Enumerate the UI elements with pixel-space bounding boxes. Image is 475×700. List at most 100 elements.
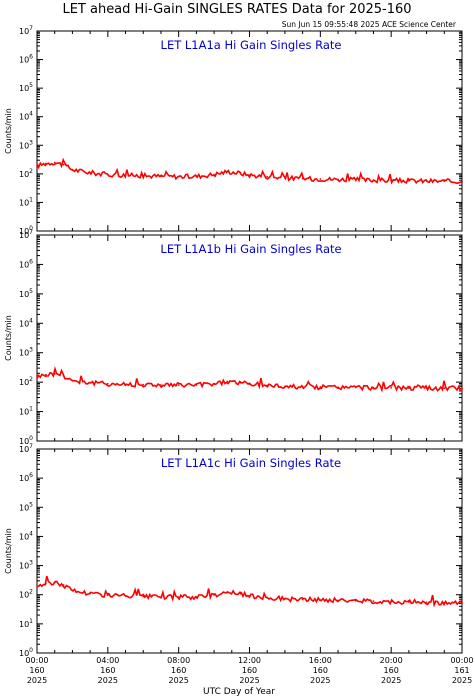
data-point	[106, 173, 109, 176]
data-point	[284, 385, 286, 388]
data-point	[239, 381, 242, 384]
x-tick-year-label: 2025	[98, 676, 118, 685]
data-point	[266, 596, 269, 599]
x-tick-time-label: 00:00	[450, 656, 473, 665]
data-point	[443, 387, 446, 390]
y-tick-label: 102	[19, 376, 33, 387]
data-point	[372, 386, 375, 389]
y-axis-label: Counts/min	[4, 315, 13, 361]
data-point	[407, 387, 410, 389]
y-tick-label: 105	[19, 82, 33, 93]
data-point	[36, 164, 38, 167]
data-point	[354, 178, 357, 181]
chart-panel-2: 100 101 102 103 104 105 106 107 Counts/min LET L1…	[4, 229, 463, 446]
x-tick-day-label: 160	[384, 666, 399, 675]
data-point	[195, 384, 198, 386]
data-point	[337, 386, 339, 389]
y-tick-label: 104	[19, 317, 33, 328]
x-tick-time-label: 20:00	[380, 656, 403, 665]
data-point	[62, 374, 65, 377]
data-point	[53, 581, 56, 584]
plot-frame	[36, 448, 463, 654]
data-point	[354, 599, 357, 602]
data-point	[425, 601, 428, 604]
data-point	[354, 386, 357, 389]
data-point	[71, 168, 74, 171]
x-tick-year-label: 2025	[381, 676, 401, 685]
data-point	[71, 379, 74, 382]
data-point	[301, 177, 304, 180]
x-tick-time-label: 08:00	[167, 656, 190, 665]
plot-frame	[36, 234, 463, 442]
data-point	[62, 163, 65, 166]
data-point	[266, 384, 269, 387]
data-point	[36, 585, 38, 587]
data-point	[213, 173, 215, 176]
x-tick-year-label: 2025	[310, 676, 330, 685]
data-point	[407, 179, 410, 182]
data-point	[44, 582, 47, 585]
data-point	[44, 162, 47, 165]
data-point	[89, 381, 92, 384]
data-point	[124, 595, 127, 597]
y-tick-label: 104	[19, 530, 33, 541]
data-point	[248, 174, 251, 177]
data-point	[461, 180, 463, 183]
data-point	[177, 175, 180, 178]
x-tick-day-label: 160	[242, 666, 257, 675]
data-point	[425, 180, 428, 182]
data-point	[195, 596, 198, 598]
data-point	[160, 175, 162, 178]
y-tick-label: 107	[19, 25, 33, 36]
page-title: LET ahead Hi-Gain SINGLES RATES Data for…	[62, 2, 411, 17]
data-point	[106, 594, 109, 597]
data-point	[124, 174, 127, 177]
data-point	[53, 373, 56, 375]
data-point	[89, 171, 92, 174]
y-tick-label: 101	[19, 618, 33, 629]
y-tick-label: 107	[19, 443, 33, 454]
y-tick-label: 106	[19, 54, 33, 65]
data-point	[443, 180, 446, 183]
data-point	[142, 383, 145, 386]
series-line	[36, 575, 463, 608]
panel-label: LET L1A1c Hi Gain Singles Rate	[161, 456, 341, 470]
data-point	[124, 383, 127, 386]
plot-frame	[36, 30, 463, 232]
y-axis-label: Counts/min	[4, 528, 13, 574]
data-point	[226, 590, 229, 593]
x-tick-time-label: 04:00	[96, 656, 119, 665]
data-point	[160, 384, 162, 386]
data-point	[319, 599, 322, 601]
data-point	[142, 595, 145, 598]
x-tick-day-label: 160	[29, 666, 44, 675]
data-point	[89, 592, 92, 595]
data-point	[213, 382, 215, 385]
panel-label: LET L1A1b Hi Gain Singles Rate	[160, 242, 341, 256]
y-tick-label: 105	[19, 288, 33, 299]
y-tick-label: 104	[19, 111, 33, 122]
data-point	[239, 172, 242, 175]
y-tick-label: 106	[19, 472, 33, 483]
y-tick-label: 101	[19, 196, 33, 207]
data-point	[71, 589, 74, 592]
data-point	[106, 382, 109, 385]
data-point	[266, 175, 269, 178]
y-tick-label: 103	[19, 347, 33, 358]
chart-panel-1: 100 101 102 103 104 105 106 107 Counts/min LET L1…	[4, 25, 463, 236]
data-point	[53, 161, 56, 164]
y-tick-label: 105	[19, 501, 33, 512]
y-tick-label: 100	[19, 225, 33, 236]
data-point	[390, 179, 393, 182]
x-tick-day-label: 160	[100, 666, 115, 675]
y-tick-label: 103	[19, 560, 33, 571]
x-tick-day-label: 161	[454, 666, 469, 675]
x-tick-year-label: 2025	[168, 676, 188, 685]
data-point	[142, 174, 145, 177]
x-tick-year-label: 2025	[27, 676, 47, 685]
data-point	[62, 584, 65, 586]
x-tick-day-label: 160	[171, 666, 186, 675]
x-axis-labels: 00:00160202504:00160202508:00160202512:0…	[25, 656, 473, 685]
data-point	[239, 592, 242, 595]
data-point	[425, 387, 428, 390]
